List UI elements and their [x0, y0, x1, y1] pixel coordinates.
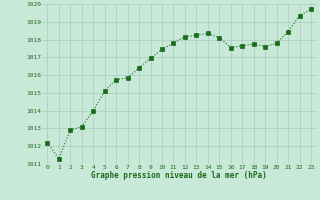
X-axis label: Graphe pression niveau de la mer (hPa): Graphe pression niveau de la mer (hPa) — [91, 171, 267, 180]
